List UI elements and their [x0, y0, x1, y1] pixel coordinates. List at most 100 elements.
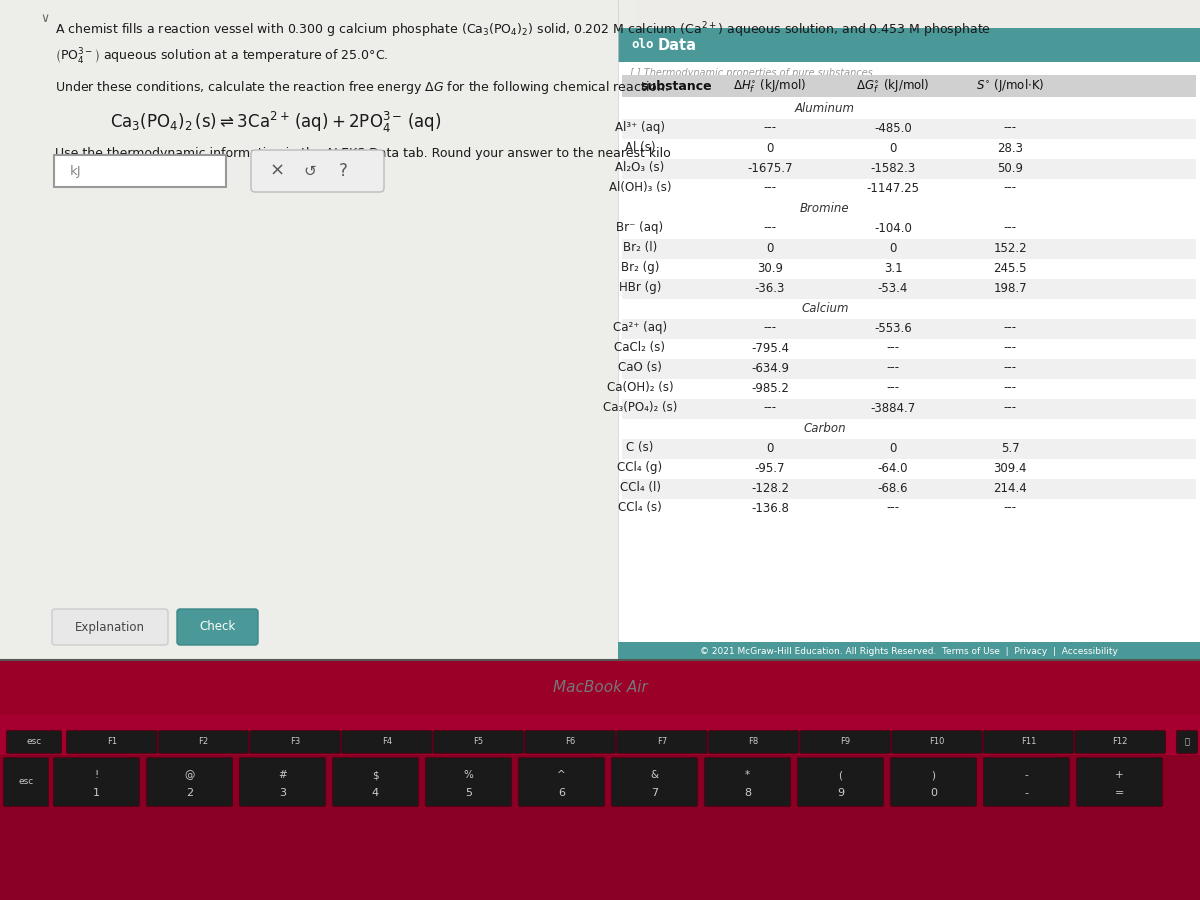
- FancyBboxPatch shape: [1176, 731, 1198, 753]
- Text: $\mathrm{Ca_3(PO_4)_2\,(s) \rightleftharpoons 3Ca^{2+}\,(aq) + 2PO_4^{3-}\,(aq)}: $\mathrm{Ca_3(PO_4)_2\,(s) \rightlefthar…: [110, 110, 442, 134]
- Text: ---: ---: [1003, 182, 1016, 194]
- Text: CaCl₂ (s): CaCl₂ (s): [614, 341, 666, 355]
- Text: 5.7: 5.7: [1001, 442, 1019, 454]
- Bar: [618, 642, 1200, 660]
- Text: ---: ---: [1003, 382, 1016, 394]
- Text: 152.2: 152.2: [994, 241, 1027, 255]
- Text: ×: ×: [270, 162, 284, 180]
- Text: esc: esc: [18, 778, 34, 787]
- Bar: [622, 399, 1196, 419]
- Text: $S^{\circ}$ (J/mol$\cdot$K): $S^{\circ}$ (J/mol$\cdot$K): [976, 77, 1044, 94]
- Text: ---: ---: [887, 341, 900, 355]
- Text: !: !: [95, 770, 98, 780]
- FancyBboxPatch shape: [433, 731, 524, 753]
- Text: $\left(\mathrm{PO_4^{3-}}\right)$ aqueous solution at a temperature of 25.0°C.: $\left(\mathrm{PO_4^{3-}}\right)$ aqueou…: [55, 47, 389, 67]
- Text: -68.6: -68.6: [877, 482, 908, 494]
- FancyBboxPatch shape: [524, 731, 616, 753]
- Bar: [622, 379, 1196, 399]
- Text: Standard thermodynamic quantities for selected substances at 25°C listed alphab: Standard thermodynamic quantities for se…: [628, 78, 1115, 91]
- Text: -136.8: -136.8: [751, 501, 788, 515]
- Text: Check: Check: [199, 620, 235, 634]
- Text: Al³⁺ (aq): Al³⁺ (aq): [616, 122, 665, 134]
- FancyBboxPatch shape: [52, 609, 168, 645]
- FancyBboxPatch shape: [518, 758, 605, 806]
- FancyBboxPatch shape: [983, 731, 1074, 753]
- Text: Ca(OH)₂ (s): Ca(OH)₂ (s): [607, 382, 673, 394]
- Bar: [622, 459, 1196, 479]
- Text: F10: F10: [929, 737, 944, 746]
- FancyBboxPatch shape: [704, 758, 791, 806]
- Bar: [622, 239, 1196, 259]
- Bar: [622, 479, 1196, 499]
- Text: 3: 3: [278, 788, 286, 798]
- Text: ---: ---: [1003, 501, 1016, 515]
- Text: Ca²⁺ (aq): Ca²⁺ (aq): [613, 321, 667, 335]
- Text: Ca₃(PO₄)₂ (s): Ca₃(PO₄)₂ (s): [602, 401, 677, 415]
- Text: 50.9: 50.9: [997, 161, 1022, 175]
- Bar: [622, 439, 1196, 459]
- Text: CCl₄ (g): CCl₄ (g): [618, 462, 662, 474]
- Text: F12: F12: [1112, 737, 1128, 746]
- Text: F4: F4: [382, 737, 392, 746]
- FancyBboxPatch shape: [4, 758, 48, 806]
- FancyBboxPatch shape: [250, 731, 341, 753]
- Text: 5: 5: [466, 788, 472, 798]
- Text: -95.7: -95.7: [755, 462, 785, 474]
- Text: 2: 2: [186, 788, 193, 798]
- FancyBboxPatch shape: [332, 758, 419, 806]
- Text: -553.6: -553.6: [874, 321, 912, 335]
- FancyBboxPatch shape: [1076, 758, 1163, 806]
- FancyBboxPatch shape: [890, 758, 977, 806]
- Text: 309.4: 309.4: [994, 462, 1027, 474]
- Text: ---: ---: [1003, 221, 1016, 235]
- Text: Al(OH)₃ (s): Al(OH)₃ (s): [608, 182, 671, 194]
- FancyBboxPatch shape: [54, 758, 139, 806]
- Text: Under these conditions, calculate the reaction free energy $\Delta G$ for the fo: Under these conditions, calculate the re…: [55, 79, 668, 96]
- FancyBboxPatch shape: [146, 758, 233, 806]
- FancyBboxPatch shape: [984, 758, 1069, 806]
- Text: 0: 0: [767, 442, 774, 454]
- Text: 0: 0: [889, 241, 896, 255]
- Text: $\Delta G_f^{\circ}$ (kJ/mol): $\Delta G_f^{\circ}$ (kJ/mol): [857, 77, 930, 94]
- Text: Br₂ (g): Br₂ (g): [620, 262, 659, 274]
- Text: F9: F9: [840, 737, 851, 746]
- FancyBboxPatch shape: [158, 731, 248, 753]
- Text: substance: substance: [640, 79, 712, 93]
- Text: -485.0: -485.0: [874, 122, 912, 134]
- Text: 3.1: 3.1: [883, 262, 902, 274]
- Text: Explanation: Explanation: [74, 620, 145, 634]
- Text: ---: ---: [763, 221, 776, 235]
- FancyBboxPatch shape: [798, 758, 883, 806]
- FancyBboxPatch shape: [612, 758, 697, 806]
- FancyBboxPatch shape: [426, 758, 511, 806]
- Text: Al (s): Al (s): [625, 141, 655, 155]
- Text: F1: F1: [107, 737, 116, 746]
- Text: olo: olo: [631, 39, 654, 51]
- Text: ---: ---: [887, 501, 900, 515]
- Bar: [0, 0, 635, 660]
- Text: $\Delta H_f^{\circ}$ (kJ/mol): $\Delta H_f^{\circ}$ (kJ/mol): [733, 77, 806, 94]
- Text: -36.3: -36.3: [755, 282, 785, 294]
- Text: -: -: [1025, 770, 1028, 780]
- Bar: [622, 75, 1196, 97]
- FancyBboxPatch shape: [800, 731, 890, 753]
- Bar: [0, 660, 1200, 715]
- Text: 4: 4: [372, 788, 379, 798]
- Text: %: %: [463, 770, 474, 780]
- Text: -634.9: -634.9: [751, 362, 790, 374]
- Text: -1147.25: -1147.25: [866, 182, 919, 194]
- FancyBboxPatch shape: [66, 731, 157, 753]
- Text: -: -: [1025, 788, 1028, 798]
- Text: -1582.3: -1582.3: [870, 161, 916, 175]
- Text: 214.4: 214.4: [994, 482, 1027, 494]
- Text: ---: ---: [1003, 321, 1016, 335]
- Text: ): ): [931, 770, 936, 780]
- Text: ---: ---: [763, 122, 776, 134]
- Bar: [622, 159, 1196, 179]
- Text: *: *: [745, 770, 750, 780]
- Text: (: (: [839, 770, 842, 780]
- Text: ---: ---: [1003, 341, 1016, 355]
- Text: 7: 7: [650, 788, 658, 798]
- Text: -53.4: -53.4: [878, 282, 908, 294]
- FancyBboxPatch shape: [617, 731, 707, 753]
